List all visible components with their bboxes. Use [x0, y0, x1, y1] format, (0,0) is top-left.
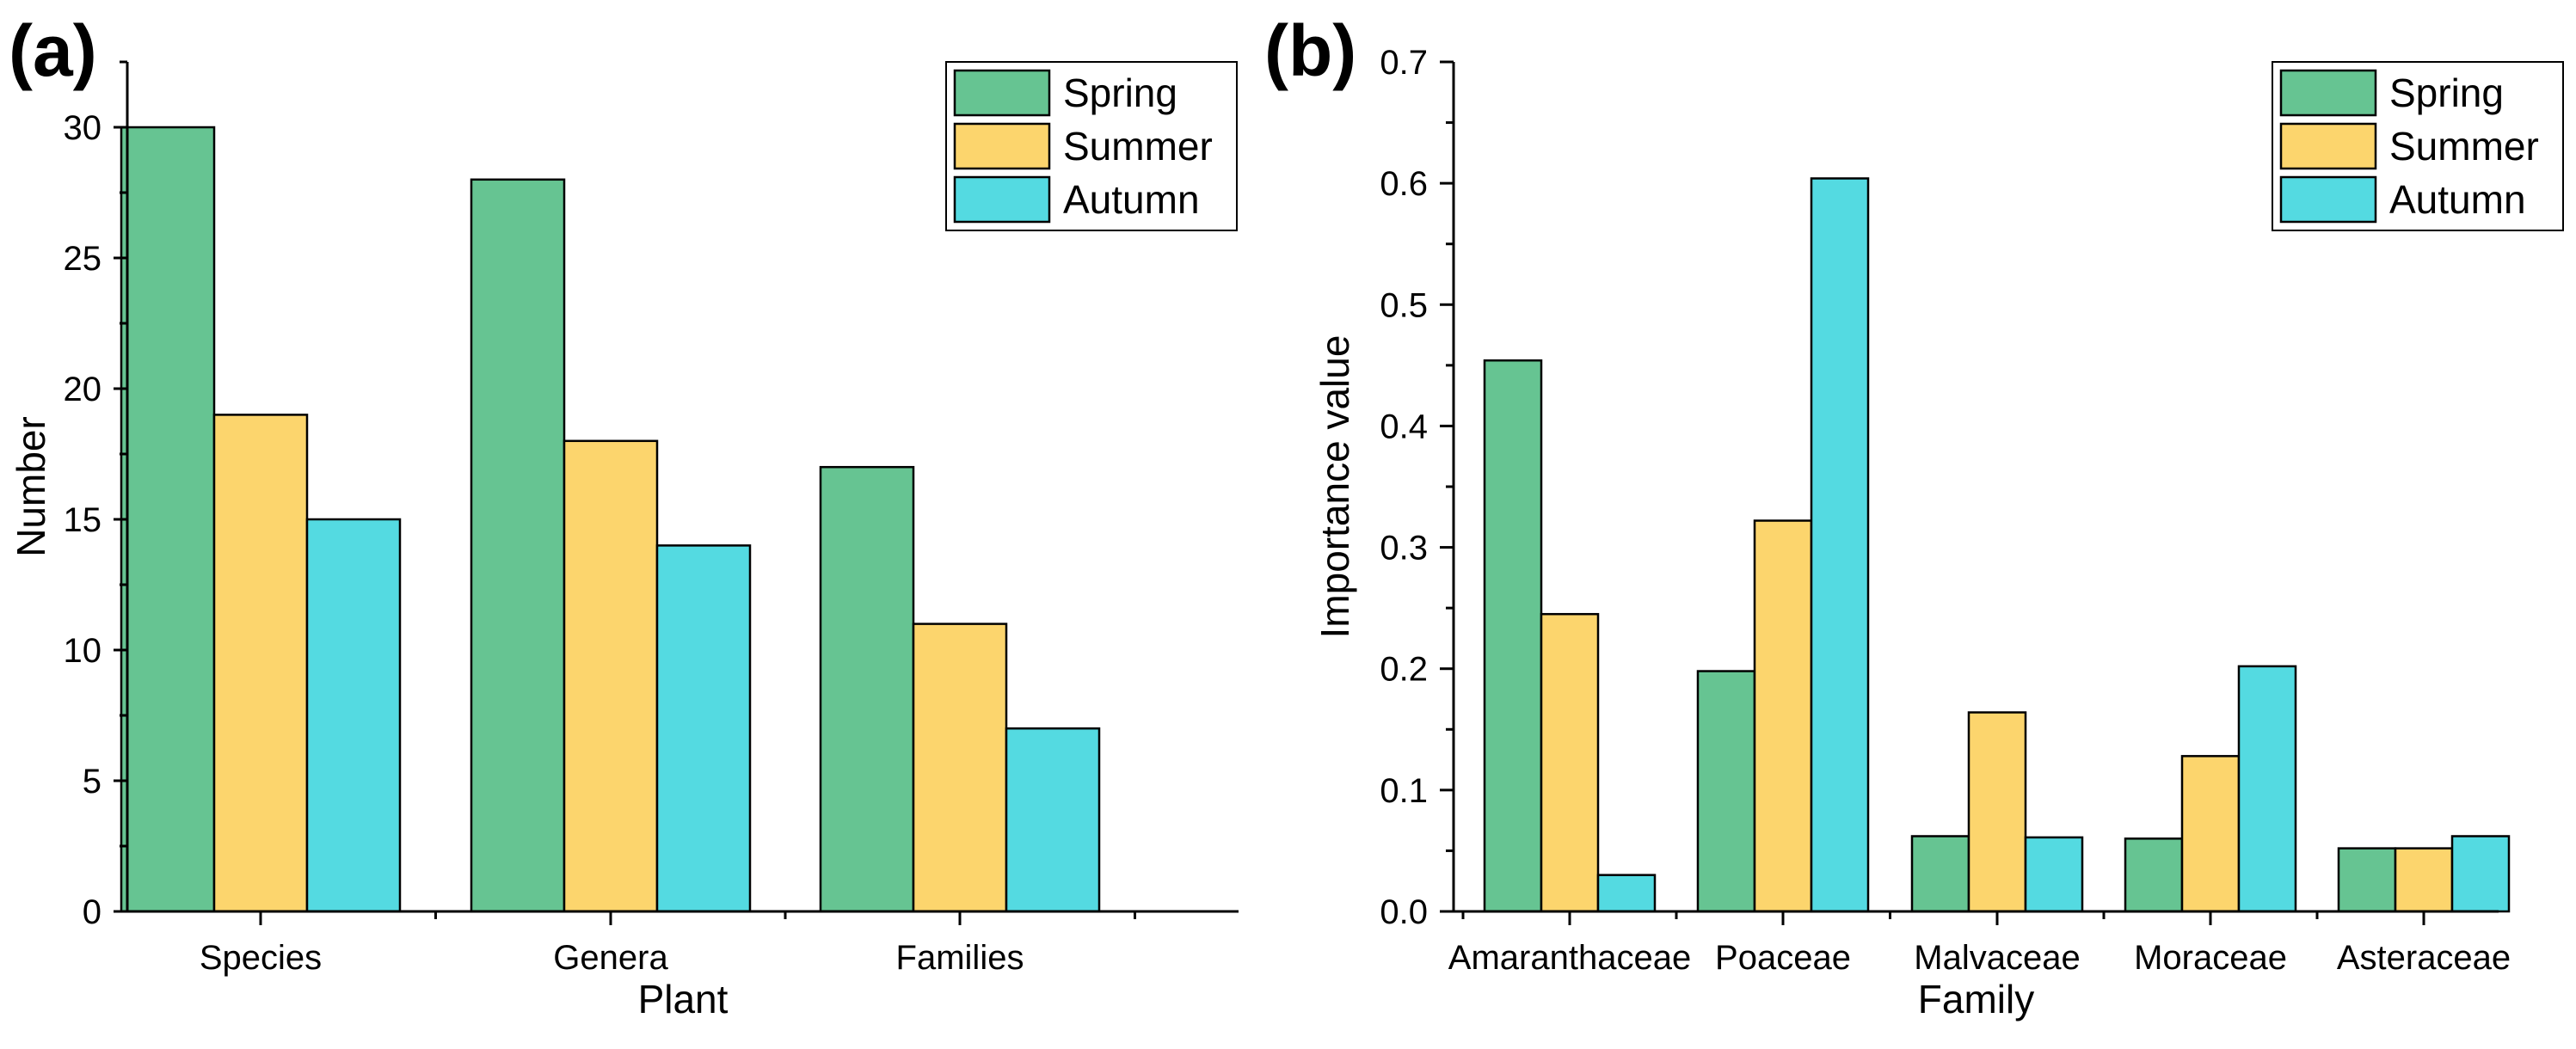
bar-autumn-amaranthaceae [1596, 874, 1657, 913]
x-axis-title: Plant [638, 977, 729, 1021]
y-axis-title: Number [9, 416, 53, 557]
legend-swatch-summer [2279, 122, 2377, 170]
legend-label-spring: Spring [2389, 71, 2504, 115]
bar-summer-malvaceae [1967, 711, 2027, 913]
y-tick-label: 0.0 [1380, 893, 1428, 931]
bar-summer-families [912, 623, 1008, 913]
bar-summer-moraceae [2180, 755, 2241, 913]
x-tick-label: Species [200, 939, 322, 977]
y-tick-label: 0.6 [1380, 165, 1428, 203]
legend: Spring Summer Autumn [945, 61, 1238, 231]
bar-autumn-malvaceae [2024, 836, 2084, 913]
x-tick-label: Families [896, 939, 1024, 977]
y-tick-label: 0.7 [1380, 44, 1428, 82]
bar-summer-asteraceae [2394, 847, 2454, 913]
legend-label-spring: Spring [1063, 71, 1177, 115]
panel-label: (b) [1264, 10, 1356, 91]
legend-swatch-spring [953, 69, 1051, 117]
legend-swatch-autumn [2279, 175, 2377, 224]
bar-spring-moraceae [2124, 837, 2184, 913]
legend-swatch-spring [2279, 69, 2377, 117]
legend-swatch-autumn [953, 175, 1051, 224]
legend-label-summer: Summer [1063, 124, 1213, 169]
x-tick-label: Asteraceae [2337, 939, 2511, 977]
bar-autumn-asteraceae [2450, 835, 2511, 913]
bar-autumn-moraceae [2237, 665, 2297, 913]
bar-summer-species [212, 414, 309, 913]
legend-label-autumn: Autumn [2389, 177, 2526, 222]
x-tick-label: Amaranthaceae [1448, 939, 1691, 977]
y-tick-label: 10 [64, 632, 102, 670]
y-tick-label: 5 [83, 763, 101, 801]
bar-summer-poaceae [1753, 519, 1813, 913]
bar-autumn-species [305, 518, 402, 913]
y-tick-label: 0.5 [1380, 286, 1428, 324]
y-tick-label: 20 [64, 371, 102, 408]
y-tick-label: 0 [83, 893, 101, 931]
x-tick-label: Poaceae [1715, 939, 1851, 977]
y-tick-label: 15 [64, 501, 102, 539]
legend-swatch-summer [953, 122, 1051, 170]
bar-autumn-families [1005, 727, 1101, 913]
bar-spring-amaranthaceae [1483, 359, 1543, 913]
legend-label-summer: Summer [2389, 124, 2539, 169]
chart-panel-a: 0 5 10 15 20 25 30 Species Genera Families Plant Nu… [9, 10, 1239, 1021]
y-tick-label: 0.4 [1380, 408, 1428, 445]
y-tick-label: 0.3 [1380, 530, 1428, 567]
legend-label-autumn: Autumn [1063, 177, 1200, 222]
bar-spring-asteraceae [2337, 847, 2397, 913]
x-axis-title: Family [1918, 977, 2034, 1021]
bar-autumn-poaceae [1810, 177, 1870, 913]
bar-spring-malvaceae [1910, 835, 1970, 913]
bar-summer-amaranthaceae [1540, 612, 1600, 913]
x-tick-label: Moraceae [2134, 939, 2287, 977]
y-tick-label: 0.2 [1380, 651, 1428, 689]
x-tick-label: Genera [553, 939, 668, 977]
bar-spring-families [819, 465, 915, 913]
bar-spring-species [120, 126, 216, 913]
x-tick-label: Malvaceae [1914, 939, 2080, 977]
chart-panel-b: 0.0 0.1 0.2 0.3 0.4 0.5 0.6 0.7 Amaranthaceae Poa… [1264, 10, 2564, 1021]
y-tick-label: 30 [64, 109, 102, 147]
bar-summer-genera [563, 439, 659, 913]
y-axis-title: Importance value [1313, 335, 1357, 639]
y-tick-label: 25 [64, 240, 102, 278]
bar-spring-poaceae [1696, 670, 1756, 913]
panel-label: (a) [9, 10, 97, 91]
legend: Spring Summer Autumn [2272, 61, 2564, 231]
bar-autumn-genera [655, 544, 752, 913]
y-tick-label: 0.1 [1380, 772, 1428, 810]
bar-spring-genera [470, 178, 566, 913]
